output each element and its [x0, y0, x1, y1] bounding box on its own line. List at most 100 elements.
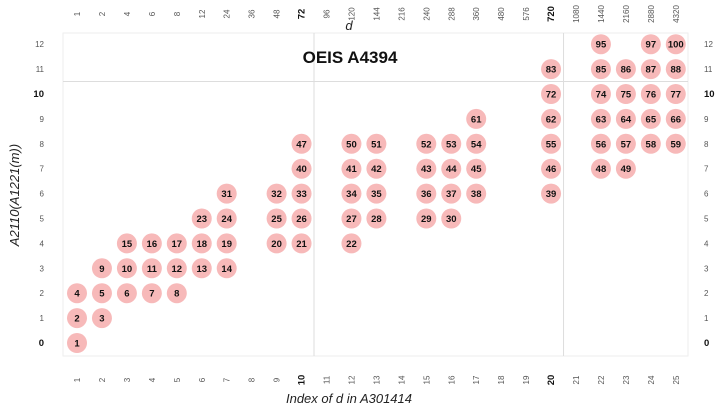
top-tick-label: 72	[297, 9, 308, 20]
data-point-label: 17	[172, 239, 183, 250]
data-point-marker	[615, 108, 636, 129]
top-tick-label: 36	[248, 9, 257, 18]
data-point-label: 31	[221, 189, 232, 200]
data-point-label: 16	[147, 239, 158, 250]
y-tick-label-left: 12	[35, 40, 44, 49]
data-point-label: 85	[596, 65, 607, 76]
data-point-marker	[640, 59, 661, 80]
data-point-marker	[665, 133, 686, 154]
x-tick-label: 19	[522, 375, 531, 384]
data-point-label: 5	[99, 289, 105, 300]
x-tick-label: 20	[546, 375, 557, 386]
data-point-label: 86	[621, 65, 632, 76]
data-point-label: 24	[221, 214, 232, 225]
data-point-label: 75	[621, 90, 632, 101]
data-point-marker	[541, 84, 562, 104]
data-point-marker	[266, 233, 287, 254]
data-point-marker	[116, 233, 137, 254]
data-point-label: 14	[221, 264, 232, 275]
data-point-label: 18	[196, 239, 207, 250]
data-point-label: 22	[346, 239, 357, 250]
data-point-label: 100	[668, 40, 684, 51]
y-tick-label-left: 8	[40, 140, 45, 149]
data-point-marker	[366, 158, 387, 179]
y-tick-label-right: 10	[704, 89, 715, 100]
data-point-label: 12	[172, 264, 183, 275]
top-tick-label: 2880	[647, 5, 656, 23]
y-tick-label-left: 11	[36, 65, 45, 74]
data-point-marker	[341, 208, 362, 229]
data-point-label: 45	[471, 164, 482, 175]
data-point-marker	[665, 59, 686, 80]
data-point-label: 59	[671, 139, 682, 150]
x-tick-label: 4	[148, 377, 157, 382]
y-tick-label-right: 0	[704, 338, 709, 349]
data-point-marker	[291, 183, 312, 204]
top-tick-label: 216	[397, 7, 406, 21]
x-tick-label: 16	[447, 375, 456, 384]
data-point-label: 72	[546, 90, 557, 101]
data-point-marker	[665, 84, 686, 104]
data-point-marker	[640, 34, 661, 55]
grid-layer	[62, 32, 689, 357]
data-point-label: 25	[271, 214, 282, 225]
top-tick-label: 288	[447, 7, 456, 21]
data-point-label: 52	[421, 139, 432, 150]
data-point-label: 58	[646, 139, 657, 150]
data-point-label: 27	[346, 214, 357, 225]
x-tick-label: 12	[347, 375, 356, 384]
data-point-marker	[191, 233, 212, 254]
data-point-label: 43	[421, 164, 432, 175]
data-point-label: 28	[371, 214, 382, 225]
data-point-label: 35	[371, 189, 382, 200]
y-tick-label-left: 3	[40, 264, 45, 273]
data-point-marker	[590, 108, 611, 129]
data-point-label: 87	[646, 65, 657, 76]
data-point-label: 33	[296, 189, 307, 200]
data-point-marker	[216, 258, 237, 279]
data-point-marker	[541, 183, 562, 204]
data-point-marker	[91, 283, 112, 304]
data-point-marker	[216, 233, 237, 254]
data-point-marker	[416, 133, 437, 154]
top-tick-label: 576	[522, 7, 531, 21]
data-point-marker	[216, 208, 237, 229]
data-point-label: 77	[671, 90, 682, 101]
data-point-marker	[615, 133, 636, 154]
data-point-marker	[366, 183, 387, 204]
y-tick-label-right: 4	[704, 239, 709, 248]
x-tick-label: 3	[123, 377, 132, 382]
data-point-label: 6	[124, 289, 129, 300]
top-tick-label: 48	[273, 9, 282, 18]
data-point-label: 8	[174, 289, 179, 300]
data-point-label: 61	[471, 114, 482, 125]
data-point-marker	[67, 283, 87, 304]
data-point-label: 62	[546, 114, 557, 125]
data-point-marker	[166, 258, 187, 279]
x-tick-label: 15	[422, 375, 431, 384]
y-tick-label-right: 8	[704, 140, 709, 149]
y-tick-label-left: 10	[33, 89, 44, 100]
y-tick-label-left: 5	[40, 215, 45, 224]
y-tick-label-right: 3	[704, 264, 709, 273]
data-point-marker	[266, 208, 287, 229]
data-point-marker	[291, 158, 312, 179]
y-tick-label-right: 6	[704, 190, 709, 199]
data-point-label: 51	[371, 139, 382, 150]
top-tick-label: 1	[73, 11, 82, 16]
data-point-marker	[590, 133, 611, 154]
x-tick-label: 9	[273, 377, 282, 382]
data-point-marker	[341, 133, 362, 154]
data-point-label: 29	[421, 214, 432, 225]
x-tick-label: 22	[597, 375, 606, 384]
x-tick-label: 6	[198, 377, 207, 382]
y-tick-label-left: 9	[40, 115, 45, 124]
data-point-label: 30	[446, 214, 457, 225]
x-tick-label: 24	[647, 375, 656, 384]
data-point-marker	[590, 84, 611, 104]
y-tick-label-right: 7	[704, 165, 709, 174]
x-tick-label: 21	[572, 375, 581, 384]
data-point-label: 97	[646, 40, 657, 51]
y-tick-label-right: 9	[704, 115, 709, 124]
x-tick-label: 1	[73, 377, 82, 382]
